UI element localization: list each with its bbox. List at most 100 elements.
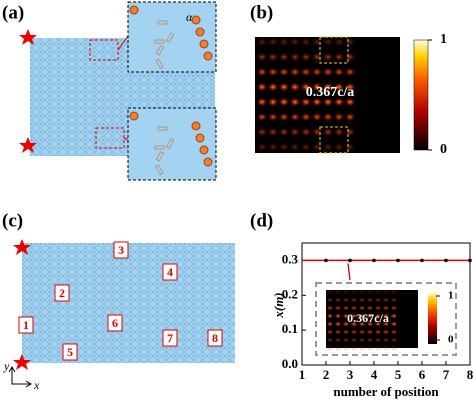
glow bbox=[300, 127, 312, 137]
glow bbox=[311, 127, 323, 137]
glow bbox=[289, 112, 301, 122]
glow bbox=[311, 67, 323, 77]
inset-frequency-label: 0.367c/a bbox=[347, 311, 389, 325]
glow bbox=[344, 52, 356, 62]
source-star bbox=[19, 137, 37, 153]
glow bbox=[278, 67, 290, 77]
glow bbox=[326, 313, 334, 319]
position-label: 6 bbox=[112, 316, 118, 330]
glow bbox=[300, 67, 312, 77]
position-box bbox=[162, 263, 178, 281]
glow bbox=[326, 345, 334, 351]
glow bbox=[311, 52, 323, 62]
glow bbox=[326, 289, 334, 295]
glow bbox=[358, 313, 366, 319]
data-point bbox=[444, 258, 448, 263]
glow bbox=[342, 297, 350, 303]
glow bbox=[366, 329, 374, 335]
glow bbox=[256, 52, 268, 62]
glow bbox=[358, 297, 366, 303]
colorbar bbox=[413, 39, 429, 151]
glow bbox=[366, 321, 374, 327]
source-star bbox=[13, 354, 31, 370]
y-tick-label: 0.2 bbox=[282, 286, 298, 301]
glow bbox=[322, 142, 334, 152]
particle bbox=[195, 133, 205, 143]
inset-field-glow bbox=[326, 289, 398, 351]
glow bbox=[256, 82, 268, 92]
particle bbox=[155, 45, 165, 56]
glow bbox=[311, 82, 323, 92]
particle bbox=[154, 39, 165, 44]
glow bbox=[289, 67, 301, 77]
position-label: 1 bbox=[23, 318, 29, 332]
glow bbox=[374, 289, 382, 295]
glow bbox=[256, 97, 268, 107]
plot-frame bbox=[301, 242, 471, 366]
glow bbox=[334, 337, 342, 343]
data-point bbox=[324, 258, 328, 263]
angle-label: α bbox=[186, 10, 193, 24]
x-tick-label: 3 bbox=[347, 367, 354, 382]
pointer-arrow bbox=[347, 263, 351, 281]
axis-label: x bbox=[33, 378, 40, 392]
data-point bbox=[372, 258, 376, 263]
glow bbox=[300, 37, 312, 47]
glow bbox=[374, 321, 382, 327]
glow bbox=[350, 305, 358, 311]
glow bbox=[326, 297, 334, 303]
glow bbox=[344, 127, 356, 137]
position-label: 5 bbox=[67, 345, 73, 359]
position-box bbox=[107, 314, 123, 332]
glow bbox=[366, 313, 374, 319]
frequency-label: 0.367c/a bbox=[306, 85, 355, 100]
data-point bbox=[348, 258, 352, 263]
glow bbox=[278, 37, 290, 47]
particle bbox=[191, 121, 201, 131]
glow bbox=[344, 82, 356, 92]
particle bbox=[191, 15, 201, 25]
particle bbox=[155, 164, 164, 176]
glow bbox=[322, 52, 334, 62]
glow bbox=[256, 37, 268, 47]
glow bbox=[326, 305, 334, 311]
panel-d: (d) 0.367c/a x(m) number of position 010… bbox=[250, 210, 474, 399]
glow bbox=[390, 345, 398, 351]
glow bbox=[267, 97, 279, 107]
glow bbox=[334, 313, 342, 319]
glow bbox=[289, 127, 301, 137]
glow bbox=[300, 52, 312, 62]
glow bbox=[333, 112, 345, 122]
position-box bbox=[162, 329, 178, 347]
glow bbox=[333, 67, 345, 77]
glow bbox=[342, 305, 350, 311]
glow bbox=[311, 142, 323, 152]
glow bbox=[326, 321, 334, 327]
glow bbox=[390, 329, 398, 335]
position-box bbox=[54, 284, 70, 302]
particle bbox=[195, 27, 205, 37]
glow bbox=[390, 321, 398, 327]
glow bbox=[333, 97, 345, 107]
glow bbox=[311, 112, 323, 122]
glow bbox=[342, 313, 350, 319]
glow bbox=[311, 37, 323, 47]
glow bbox=[333, 127, 345, 137]
panel-a: (a) α bbox=[2, 1, 217, 181]
panel-label: (b) bbox=[250, 2, 273, 23]
glow bbox=[390, 289, 398, 295]
particle bbox=[203, 51, 213, 61]
glow bbox=[278, 97, 290, 107]
x-tick-label: 7 bbox=[443, 367, 450, 382]
glow bbox=[358, 345, 366, 351]
glow bbox=[366, 337, 374, 343]
colorbar-tick-label: 0 bbox=[440, 142, 447, 157]
glow bbox=[256, 142, 268, 152]
glow bbox=[382, 305, 390, 311]
glow bbox=[342, 289, 350, 295]
glow bbox=[382, 321, 390, 327]
glow bbox=[350, 345, 358, 351]
panel-c: (c) y x 1 2 3 4 5 6 7 8 bbox=[2, 210, 235, 392]
y-tick-label: 0.0 bbox=[282, 356, 298, 371]
axis-arrows bbox=[8, 366, 32, 388]
